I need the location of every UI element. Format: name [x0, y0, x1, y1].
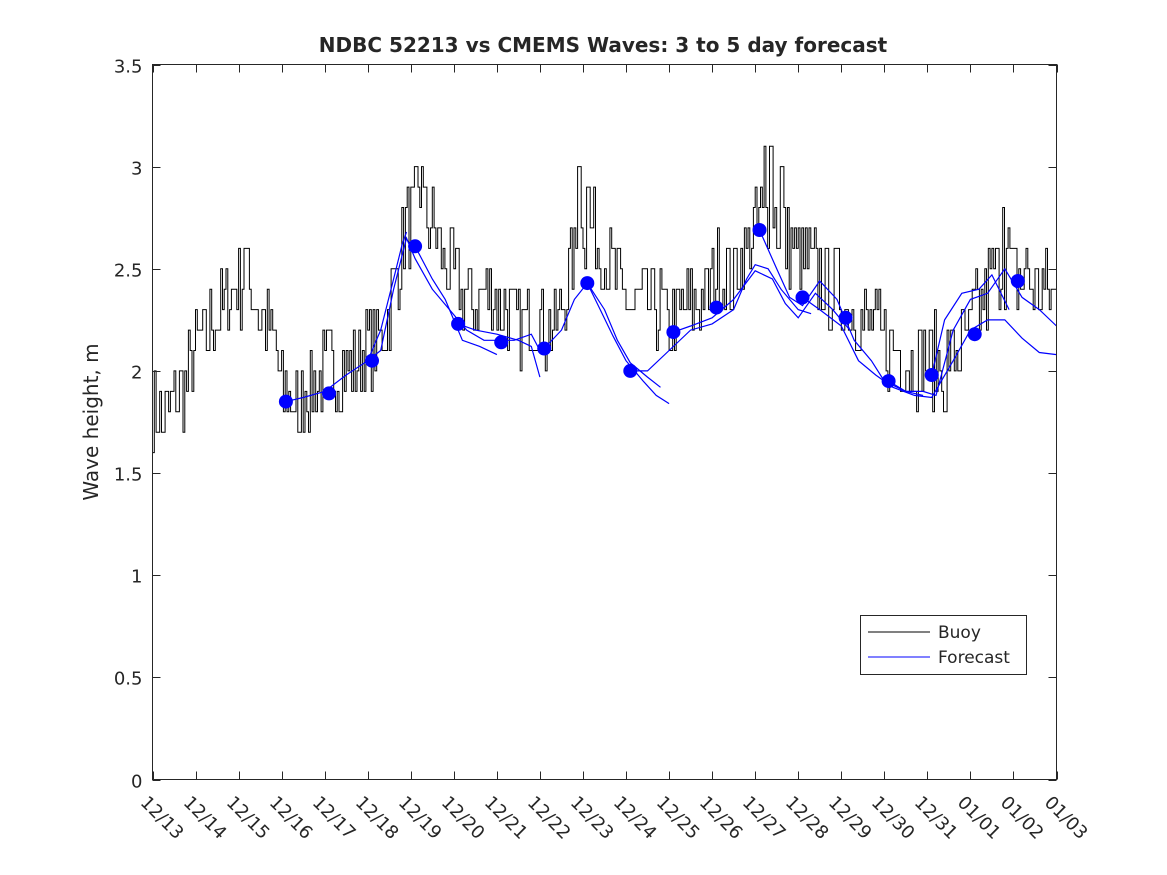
legend: Buoy Forecast: [860, 615, 1027, 675]
chart-title: NDBC 52213 vs CMEMS Waves: 3 to 5 day fo…: [319, 33, 888, 57]
forecast-point: [666, 325, 681, 340]
legend-buoy-label: Buoy: [938, 623, 981, 643]
forecast-series-line: [673, 270, 851, 333]
forecast-points: [278, 223, 1025, 409]
forecast-series-line: [931, 273, 1010, 376]
forecast-point: [795, 290, 810, 305]
y-tick-label: 0: [131, 772, 142, 793]
forecast-point: [752, 223, 767, 237]
forecast-point: [924, 368, 939, 382]
forecast-series-line: [630, 263, 812, 372]
forecast-point: [881, 374, 896, 389]
y-tick-label: 3: [131, 159, 142, 180]
forecast-series-line: [543, 281, 670, 405]
forecast-point: [278, 394, 293, 409]
forecast-point: [967, 327, 982, 342]
forecast-point: [580, 276, 595, 291]
y-tick-label: 2.5: [114, 261, 143, 282]
forecast-point: [408, 239, 423, 254]
forecast-point: [709, 300, 724, 315]
forecast-series-line: [802, 296, 1057, 399]
y-tick-label: 2: [131, 363, 142, 384]
forecast-series-line: [457, 323, 541, 378]
buoy-series: [152, 145, 1057, 454]
forecast-point: [451, 316, 466, 331]
forecast-point: [623, 363, 638, 378]
y-tick-label: 3.5: [114, 57, 143, 78]
forecast-point: [1010, 274, 1025, 288]
series-layer: [152, 145, 1057, 454]
axes-box: [152, 64, 1057, 780]
y-axis-label: Wave height, m: [79, 343, 103, 500]
forecast-point: [537, 341, 552, 356]
forecast-series-line: [586, 282, 661, 388]
forecast-point: [838, 310, 853, 325]
y-axis: 0 0.5 1 1.5 2 2.5 3 3.5: [114, 57, 1057, 793]
legend-box: [860, 615, 1027, 675]
forecast-point: [494, 335, 509, 350]
forecast-series-line: [888, 267, 1057, 397]
forecast-point: [365, 353, 379, 368]
legend-forecast-label: Forecast: [938, 648, 1010, 668]
y-tick-label: 1.5: [114, 465, 143, 486]
y-tick-label: 0.5: [114, 669, 143, 690]
y-tick-label: 1: [131, 567, 142, 588]
forecast-point: [322, 386, 336, 401]
